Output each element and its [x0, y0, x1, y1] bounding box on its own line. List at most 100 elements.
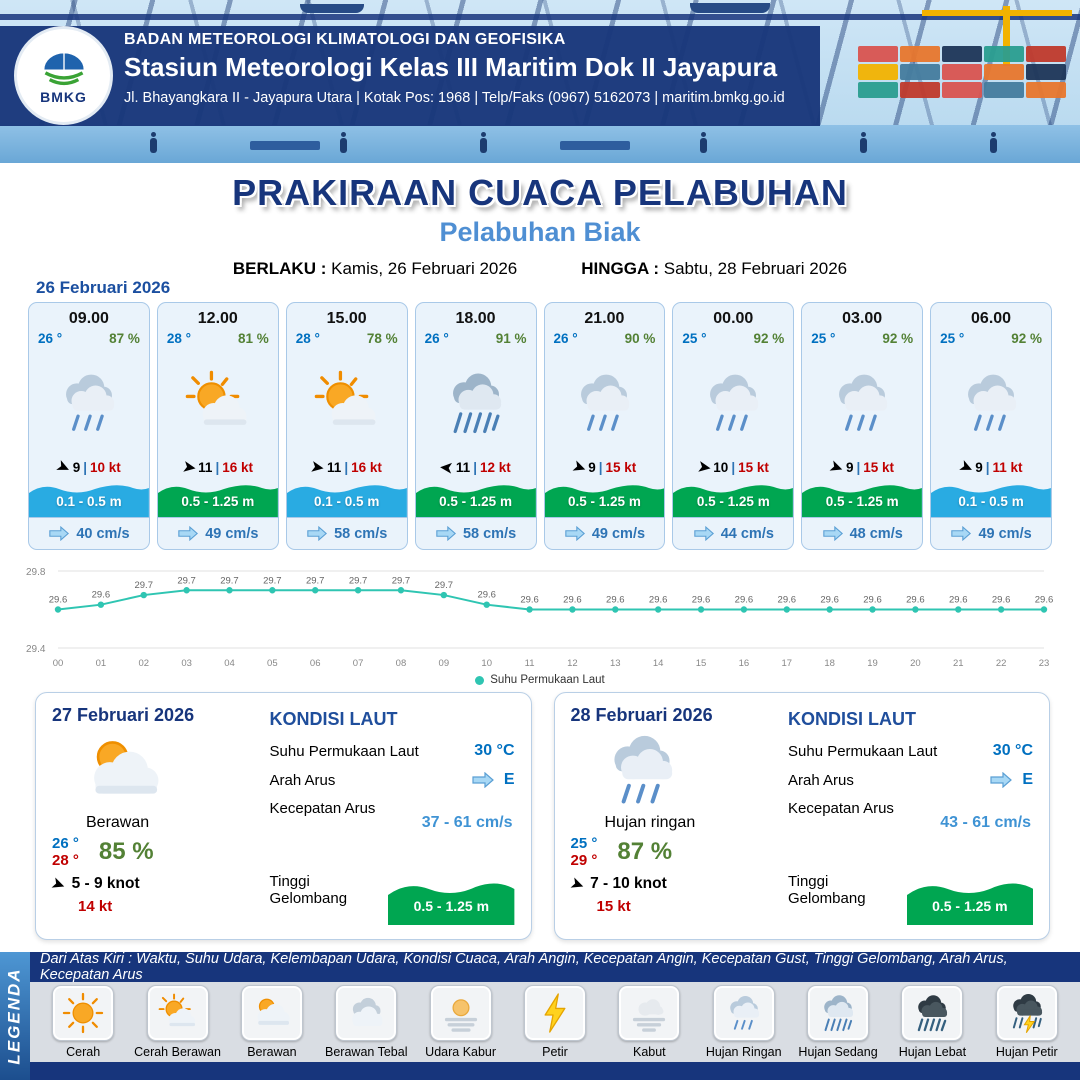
- ship-icon: [690, 3, 770, 13]
- wave-height-value: 0.5 - 1.25 m: [181, 494, 255, 509]
- legend-label: Cerah Berawan: [134, 1045, 221, 1059]
- wind-gust: 10 kt: [89, 460, 121, 475]
- legend-label: Hujan Sedang: [798, 1045, 878, 1059]
- udara-kabur-icon: [429, 985, 492, 1041]
- weather-icon: [158, 346, 278, 460]
- legend-label: Udara Kabur: [425, 1045, 497, 1059]
- daily-wind-row: ➤ 5 - 9 knot: [49, 873, 256, 895]
- forecast-time: 03.00: [842, 310, 883, 327]
- svg-text:01: 01: [96, 658, 107, 669]
- svg-text:04: 04: [224, 658, 235, 669]
- svg-text:22: 22: [996, 658, 1007, 669]
- current-arrow-icon: [472, 772, 494, 788]
- svg-text:29.6: 29.6: [863, 595, 882, 606]
- current-arrow-icon: [307, 526, 328, 541]
- header-banner: BMKG BADAN METEOROLOGI KLIMATOLOGI DAN G…: [0, 0, 1080, 163]
- agency-name: BADAN METEOROLOGI KLIMATOLOGI DAN GEOFIS…: [124, 31, 566, 48]
- title-section: PRAKIRAAN CUACA PELABUHAN Pelabuhan Biak…: [0, 172, 1080, 279]
- bench: [250, 141, 320, 150]
- daily-weather-icon: [571, 726, 775, 814]
- wave-height-band: 0.1 - 0.5 m: [931, 480, 1051, 517]
- wind-direction-icon: ➤: [570, 457, 588, 478]
- wind-direction-icon: ➤: [696, 458, 712, 477]
- air-temperature: 25 °: [682, 331, 707, 346]
- wave-height-band: 0.1 - 0.5 m: [29, 480, 149, 517]
- sst-label: Suhu Permukaan Laut: [788, 742, 938, 760]
- wind-direction-icon: ➤: [54, 457, 73, 478]
- wave-height-value: 0.5 - 1.25 m: [932, 898, 1008, 914]
- wind-gust: 15 kt: [596, 898, 631, 915]
- separator: |: [83, 460, 87, 475]
- wind-gust: 14 kt: [78, 898, 113, 915]
- legend-label: Hujan Ringan: [705, 1045, 782, 1059]
- wind-row: ➤ 9 | 11 kt: [931, 457, 1051, 478]
- cerah-icon: [52, 985, 115, 1041]
- legend-item: Petir: [509, 985, 601, 1059]
- berlaku-label: BERLAKU :: [232, 259, 327, 278]
- air-temperature: 26 °: [424, 331, 449, 346]
- chart-legend-label: Suhu Permukaan Laut: [490, 674, 605, 686]
- kecepatan-arus-label: Kecepatan Arus: [788, 800, 894, 817]
- daily-date: 28 Februari 2026: [570, 705, 713, 725]
- legend-label: Hujan Petir: [995, 1045, 1058, 1059]
- wind-direction-icon: ➤: [49, 873, 68, 895]
- forecast-time: 18.00: [455, 310, 496, 327]
- forecast-card: 06.00 25 ° 92 % ➤ 9 | 11 kt 0.1 - 0.5 m 49 c…: [930, 302, 1052, 550]
- legend-item: Hujan Ringan: [698, 985, 790, 1059]
- weather-icon: [29, 346, 149, 460]
- arah-arus-value: E: [1022, 771, 1033, 788]
- humidity: 92 %: [1011, 331, 1042, 346]
- forecast-card: 12.00 28 ° 81 % ➤ 11 | 16 kt 0.5 - 1.25 m 49…: [156, 302, 279, 550]
- wind-gust: 16 kt: [222, 460, 254, 475]
- legend-label: Berawan: [247, 1045, 297, 1059]
- wind-gust: 11 kt: [992, 460, 1023, 475]
- wind-row: ➤ 9 | 15 kt: [545, 457, 665, 478]
- svg-text:09: 09: [439, 658, 450, 669]
- ship-icon: [300, 4, 364, 13]
- wave-height-value: 0.5 - 1.25 m: [568, 494, 641, 509]
- berlaku-value: Kamis, 26 Februari 2026: [331, 259, 518, 278]
- svg-text:29.6: 29.6: [778, 595, 797, 606]
- svg-text:15: 15: [696, 658, 707, 669]
- current-arrow-icon: [693, 526, 714, 541]
- wind-gust: 15 kt: [738, 460, 769, 475]
- svg-text:29.6: 29.6: [92, 590, 111, 601]
- wave-height-band: 0.5 - 1.25 m: [544, 480, 665, 517]
- container-stack: [858, 46, 1072, 98]
- svg-text:11: 11: [525, 658, 535, 669]
- forecast-card: 03.00 25 ° 92 % ➤ 9 | 15 kt 0.5 - 1.25 m 48 …: [801, 302, 924, 550]
- wave-height-band: 0.5 - 1.25 m: [673, 480, 794, 517]
- wind-range: 7 - 10 knot: [590, 875, 667, 892]
- arah-arus-value: E: [503, 771, 515, 788]
- svg-text:29.6: 29.6: [992, 595, 1011, 606]
- person-silhouette: [860, 132, 867, 153]
- forecast-date: 26 Februari 2026: [36, 278, 171, 297]
- separator: |: [985, 460, 990, 475]
- kabut-icon: [618, 985, 681, 1041]
- current-row: 49 cm/s: [931, 517, 1051, 549]
- legend-description: Dari Atas Kiri : Waktu, Suhu Udara, Kele…: [30, 951, 1080, 983]
- daily-condition: Berawan: [86, 814, 150, 831]
- sst-label: Suhu Permukaan Laut: [269, 742, 419, 760]
- arah-arus-label: Arah Arus: [269, 771, 336, 789]
- weather-icon: [802, 346, 922, 460]
- wind-gust: 15 kt: [863, 460, 895, 475]
- current-row: 48 cm/s: [802, 517, 923, 549]
- svg-text:00: 00: [53, 658, 64, 669]
- legend-marker-icon: [475, 675, 485, 685]
- svg-text:29.7: 29.7: [435, 580, 454, 591]
- forecast-card: 21.00 26 ° 90 % ➤ 9 | 15 kt 0.5 - 1.25 m 49 …: [543, 302, 666, 550]
- legend-item: Berawan Tebal: [320, 985, 412, 1059]
- bmkg-logo: BMKG: [14, 26, 113, 125]
- forecast-time: 12.00: [197, 310, 238, 327]
- svg-text:29.6: 29.6: [606, 595, 625, 606]
- svg-text:29.6: 29.6: [563, 595, 582, 606]
- humidity: 87 %: [109, 331, 140, 346]
- humidity: 78 %: [366, 331, 398, 346]
- header-text-block: BADAN METEOROLOGI KLIMATOLOGI DAN GEOFIS…: [124, 31, 824, 106]
- kecepatan-arus-value: 43 - 61 cm/s: [940, 814, 1031, 831]
- forecast-card: 15.00 28 ° 78 % ➤ 11 | 16 kt 0.1 - 0.5 m 58 …: [285, 302, 408, 550]
- wind-speed: 11: [198, 460, 213, 475]
- svg-text:16: 16: [739, 658, 750, 669]
- weather-icon: [287, 346, 407, 460]
